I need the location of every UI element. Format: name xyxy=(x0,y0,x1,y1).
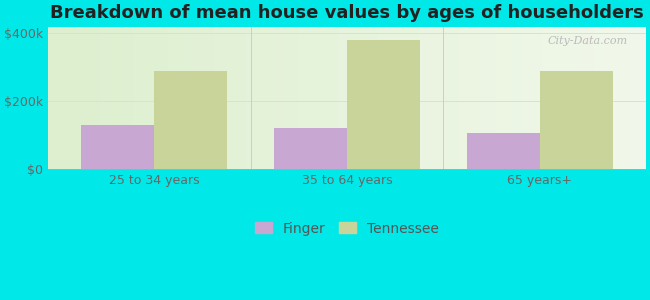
Bar xyxy=(81,125,154,169)
Legend: Finger, Tennessee: Finger, Tennessee xyxy=(250,216,445,241)
Bar xyxy=(154,70,227,169)
Title: Breakdown of mean house values by ages of householders: Breakdown of mean house values by ages o… xyxy=(50,4,644,22)
Bar xyxy=(274,128,347,169)
Bar xyxy=(347,40,421,169)
Bar xyxy=(467,134,540,169)
Bar xyxy=(540,70,613,169)
Text: City-Data.com: City-Data.com xyxy=(548,37,628,46)
